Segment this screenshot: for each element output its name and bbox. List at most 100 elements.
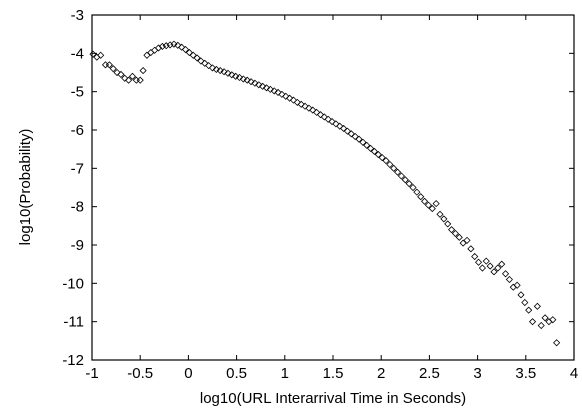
data-points: [89, 40, 561, 347]
data-point: [328, 118, 336, 126]
data-point: [154, 44, 163, 52]
x-tick-label: 4: [570, 365, 578, 382]
data-point: [478, 264, 486, 272]
data-point: [89, 50, 97, 58]
data-point: [336, 122, 344, 130]
data-point: [305, 104, 313, 112]
data-point: [513, 281, 521, 289]
data-point: [455, 233, 463, 241]
data-point: [262, 84, 271, 92]
data-point: [197, 57, 205, 65]
data-point: [501, 270, 510, 278]
data-point: [343, 127, 352, 135]
x-tick-label: 2.5: [419, 365, 440, 382]
data-point: [117, 70, 125, 78]
data-point: [293, 98, 301, 106]
x-tick-label: 2: [377, 365, 385, 382]
data-point: [224, 69, 232, 77]
data-point: [498, 260, 506, 268]
data-point: [251, 79, 259, 87]
data-point: [374, 150, 382, 159]
x-tick-label: 1.5: [323, 365, 344, 382]
data-point: [448, 226, 456, 234]
y-tick-label: -4: [71, 45, 84, 62]
data-point: [105, 61, 113, 69]
data-point: [413, 188, 421, 196]
data-point: [471, 252, 479, 261]
data-point: [128, 72, 137, 80]
data-point: [436, 210, 444, 218]
y-tick-label: -8: [71, 199, 84, 216]
data-point: [247, 78, 255, 86]
data-point: [541, 314, 549, 322]
data-point: [553, 339, 561, 347]
data-point: [482, 257, 490, 265]
data-point: [158, 42, 166, 50]
data-point: [509, 283, 517, 291]
data-point: [417, 193, 425, 201]
x-tick-label: -0.5: [127, 365, 153, 382]
data-point: [297, 100, 305, 108]
data-point: [467, 245, 475, 253]
y-tick-label: -3: [71, 7, 84, 24]
data-point: [463, 236, 471, 244]
x-tick-label: 0: [184, 365, 192, 382]
data-point: [394, 168, 402, 176]
data-point: [174, 41, 182, 49]
data-point: [378, 154, 386, 162]
data-point: [170, 40, 178, 48]
data-point: [320, 113, 328, 121]
y-tick-label: -11: [63, 314, 84, 331]
data-point: [313, 108, 321, 116]
data-point: [363, 141, 371, 149]
data-point: [401, 176, 409, 184]
data-point: [549, 316, 557, 324]
data-point: [109, 65, 117, 73]
data-point: [525, 306, 533, 314]
data-point: [121, 74, 129, 82]
data-point: [166, 41, 174, 49]
y-axis-title: log10(Probability): [17, 129, 34, 246]
data-point: [355, 135, 363, 143]
data-point: [316, 111, 325, 119]
data-point: [255, 81, 263, 89]
data-point: [424, 201, 433, 209]
data-point: [178, 43, 186, 51]
data-point: [193, 54, 201, 62]
data-point: [101, 61, 110, 69]
data-point: [347, 130, 355, 138]
data-point: [340, 124, 348, 133]
data-point: [289, 96, 298, 104]
data-point: [151, 46, 159, 54]
data-point: [278, 90, 286, 98]
data-point: [440, 215, 448, 223]
data-point: [521, 298, 529, 307]
data-point: [386, 160, 394, 169]
x-tick-label: 3.5: [515, 365, 536, 382]
data-point: [220, 68, 228, 76]
data-point: [451, 229, 459, 238]
data-point: [181, 45, 190, 54]
data-point: [212, 65, 220, 73]
data-point: [232, 72, 240, 80]
data-point: [486, 262, 494, 270]
data-point: [494, 264, 502, 272]
data-point: [505, 275, 513, 284]
data-point: [274, 88, 282, 96]
axis-ticks: [91, 14, 575, 361]
x-tick-label: 0.5: [226, 365, 247, 382]
data-point: [370, 147, 379, 156]
data-point: [205, 62, 213, 70]
data-point: [259, 82, 267, 90]
data-point: [390, 164, 398, 172]
data-point: [243, 76, 251, 84]
data-point: [332, 120, 340, 128]
data-point: [474, 258, 483, 266]
x-tick-label: 1: [281, 365, 289, 382]
data-point: [136, 76, 144, 84]
data-point: [537, 321, 545, 330]
data-point: [189, 51, 197, 59]
x-axis-title: log10(URL Interarrival Time in Seconds): [200, 390, 466, 407]
y-tick-label: -7: [71, 160, 84, 177]
